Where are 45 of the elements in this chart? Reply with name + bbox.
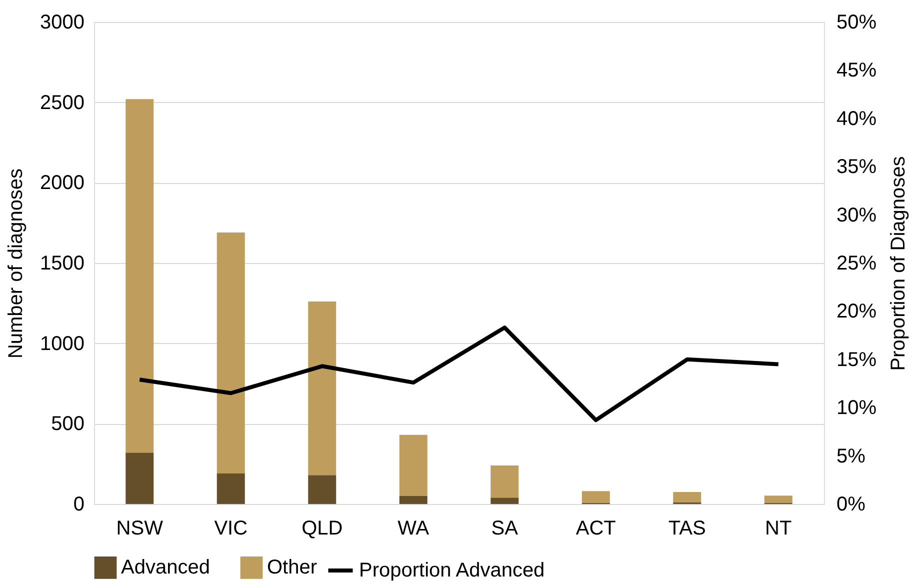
bar [216, 232, 245, 474]
bar [216, 473, 245, 504]
y2-tick-label: 0% [836, 494, 866, 516]
bar [490, 498, 519, 504]
bar [582, 491, 610, 503]
y2-tick-label: 30% [836, 204, 877, 226]
x-tick-label: SA [491, 518, 519, 540]
y-tick-label: 0 [73, 494, 84, 516]
bar [126, 452, 154, 504]
y-tick-label: 3000 [40, 12, 84, 34]
x-tick-label: ACT [576, 518, 616, 540]
y2-tick-label: 20% [836, 300, 877, 323]
y-tick-label: 2500 [40, 92, 84, 114]
bar [764, 496, 792, 503]
bar [308, 302, 336, 476]
bar [126, 99, 154, 453]
x-tick-label: QLD [302, 518, 343, 540]
legend-label: Other [267, 556, 318, 579]
y2-tick-label: 10% [836, 397, 877, 420]
x-tick-label: NSW [116, 518, 164, 540]
y2-tick-label: 40% [836, 108, 877, 130]
bar [490, 465, 519, 498]
x-tick-label: VIC [214, 518, 248, 540]
y2-tick-label: 5% [836, 445, 866, 468]
bar [399, 434, 428, 496]
y2-axis-title: Proportion of Diagnoses [888, 156, 910, 371]
y-tick-label: 1500 [40, 252, 84, 274]
y2-tick-label: 45% [836, 60, 877, 82]
legend-label: Advanced [121, 556, 210, 579]
bar [673, 492, 702, 502]
legend-label: Proportion Advanced [359, 560, 545, 582]
y2-tick-label: 35% [836, 156, 877, 178]
y-tick-label: 1000 [40, 332, 84, 355]
x-tick-label: WA [398, 518, 430, 540]
x-tick-label: TAS [668, 518, 706, 540]
y-tick-label: 2000 [40, 172, 84, 194]
bar [399, 496, 428, 504]
line-series [138, 326, 780, 422]
y2-tick-label: 15% [836, 348, 877, 371]
bar [308, 475, 336, 504]
y-axis-title: Number of diagnoses [5, 168, 28, 359]
x-tick-label: NT [765, 518, 792, 540]
y-tick-label: 500 [51, 413, 84, 436]
y2-tick-label: 50% [836, 12, 877, 34]
y2-tick-label: 25% [836, 252, 877, 274]
